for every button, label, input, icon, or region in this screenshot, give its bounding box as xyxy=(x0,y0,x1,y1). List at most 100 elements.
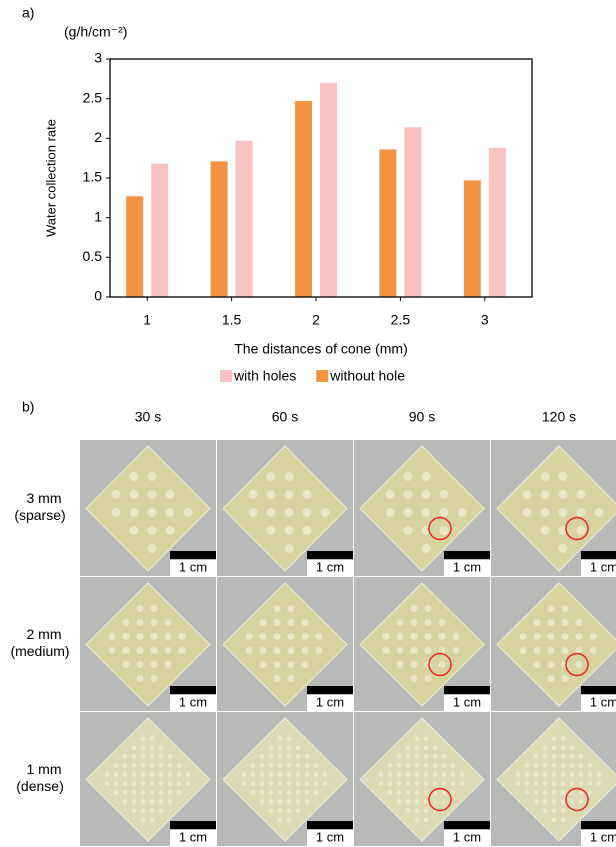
cone xyxy=(151,619,158,626)
cone xyxy=(411,675,418,682)
cone xyxy=(422,472,431,481)
cone xyxy=(269,790,274,795)
y-tick-label: 1.5 xyxy=(83,169,103,185)
cone xyxy=(590,633,597,640)
cone xyxy=(287,781,292,786)
cone xyxy=(562,605,569,612)
scale-bar xyxy=(581,821,616,829)
cone xyxy=(425,675,432,682)
bar xyxy=(236,141,253,297)
cone xyxy=(302,619,309,626)
cone xyxy=(141,817,146,822)
row-label: (sparse) xyxy=(14,507,65,523)
scale-bar xyxy=(307,686,353,694)
scale-label: 1 cm xyxy=(316,559,344,574)
cone xyxy=(137,605,144,612)
cone xyxy=(415,808,420,813)
cone xyxy=(397,790,402,795)
cone xyxy=(534,619,541,626)
bar xyxy=(489,148,506,297)
cone xyxy=(451,763,456,768)
cone xyxy=(150,781,155,786)
cone xyxy=(442,790,447,795)
legend-swatch xyxy=(316,370,328,382)
cone xyxy=(148,544,157,553)
x-tick-label: 2.5 xyxy=(391,312,411,328)
cone xyxy=(150,808,155,813)
y-tick-label: 1 xyxy=(94,208,102,224)
cone xyxy=(177,772,182,777)
column-label: 90 s xyxy=(409,409,435,425)
cone xyxy=(453,633,460,640)
cone xyxy=(439,661,446,668)
cone xyxy=(168,772,173,777)
y-tick-label: 0.5 xyxy=(83,248,103,264)
cone xyxy=(415,781,420,786)
row-label: (dense) xyxy=(16,778,63,794)
cone xyxy=(114,781,119,786)
cone xyxy=(179,633,186,640)
cone xyxy=(451,772,456,777)
cone xyxy=(287,790,292,795)
cone xyxy=(269,754,274,759)
cone xyxy=(404,472,413,481)
scale-label: 1 cm xyxy=(453,694,481,709)
bar xyxy=(211,161,228,297)
cone xyxy=(397,619,404,626)
cone xyxy=(159,790,164,795)
cone xyxy=(159,772,164,777)
y-axis-label: Water collection rate xyxy=(43,119,58,237)
cone xyxy=(305,754,310,759)
cone xyxy=(242,772,247,777)
cone xyxy=(415,763,420,768)
bar xyxy=(464,180,481,297)
cone xyxy=(541,490,550,499)
cone xyxy=(543,781,548,786)
cone xyxy=(397,772,402,777)
cone xyxy=(166,508,175,517)
cone xyxy=(422,508,431,517)
cone xyxy=(433,745,438,750)
cone xyxy=(267,472,276,481)
cone xyxy=(260,633,267,640)
cone xyxy=(278,745,283,750)
cone xyxy=(105,781,110,786)
scale-bar xyxy=(307,821,353,829)
cone xyxy=(269,781,274,786)
scale-bar xyxy=(444,821,490,829)
cone xyxy=(534,661,541,668)
cone xyxy=(141,754,146,759)
cone xyxy=(112,490,121,499)
cone xyxy=(114,763,119,768)
cone xyxy=(274,647,281,654)
cone xyxy=(548,633,555,640)
x-axis-label: The distances of cone (mm) xyxy=(234,341,408,357)
cone xyxy=(559,472,568,481)
cone xyxy=(150,799,155,804)
row-label: 1 mm xyxy=(27,761,62,777)
cone xyxy=(425,647,432,654)
cone xyxy=(165,661,172,668)
cone xyxy=(579,763,584,768)
cone xyxy=(570,763,575,768)
cone xyxy=(520,633,527,640)
cone xyxy=(168,799,173,804)
cone xyxy=(588,772,593,777)
panel-label: b) xyxy=(22,399,34,415)
cone xyxy=(274,633,281,640)
cone xyxy=(397,633,404,640)
column-label: 60 s xyxy=(272,409,298,425)
y-tick-label: 2.5 xyxy=(83,89,103,105)
cone xyxy=(397,647,404,654)
cone xyxy=(576,633,583,640)
cone xyxy=(168,781,173,786)
cone xyxy=(562,647,569,654)
cone xyxy=(179,647,186,654)
cone xyxy=(548,661,555,668)
cone xyxy=(165,647,172,654)
cone xyxy=(251,763,256,768)
cone xyxy=(314,790,319,795)
cone xyxy=(260,763,265,768)
cone xyxy=(130,526,139,535)
cone xyxy=(424,745,429,750)
